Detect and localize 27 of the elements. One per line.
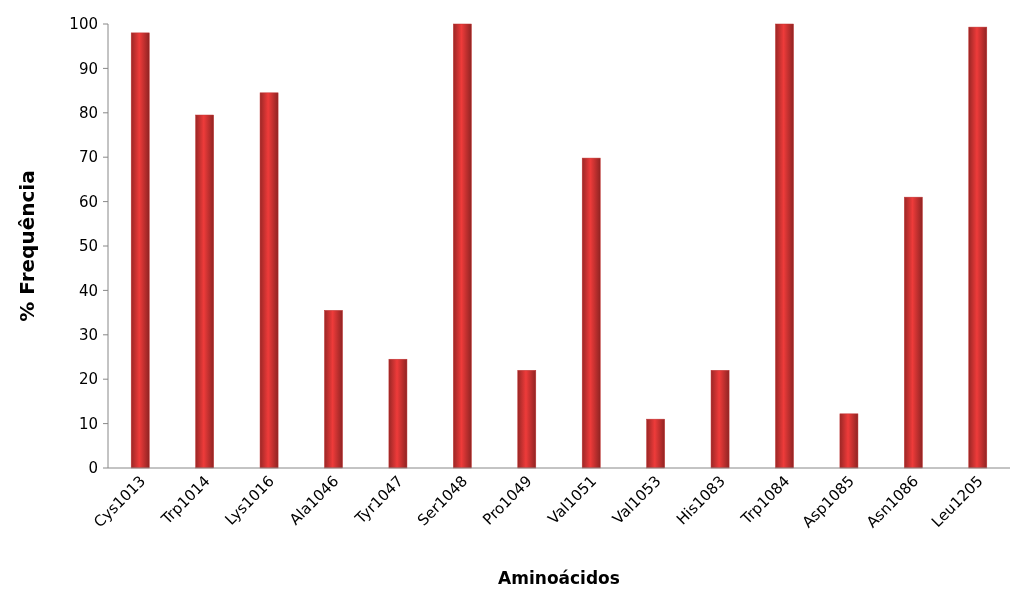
bar [904,196,923,469]
y-tick-label: 100 [69,15,98,34]
y-tick-label: 40 [78,281,98,300]
bar [195,114,214,469]
bar [839,413,859,469]
bar [453,23,472,469]
y-tick-label: 20 [78,370,98,389]
bar [968,26,988,469]
bar [259,92,279,469]
y-tick-label: 70 [78,148,98,167]
y-axis-title: % Frequência [15,170,39,322]
bar [517,370,537,469]
y-tick-label: 30 [78,326,98,345]
y-tick-label: 50 [78,237,98,256]
y-tick-label: 0 [88,459,98,478]
bar [775,23,794,469]
bar [130,32,150,469]
bar [646,418,665,469]
y-tick-label: 80 [78,104,98,123]
bar [324,310,343,469]
y-tick-label: 90 [78,59,98,78]
y-tick-label: 10 [78,414,98,433]
x-axis-title: Aminoácidos [498,568,620,588]
y-tick-label: 60 [78,192,98,211]
bar [388,358,408,469]
bar [710,370,730,469]
bar [581,157,601,469]
